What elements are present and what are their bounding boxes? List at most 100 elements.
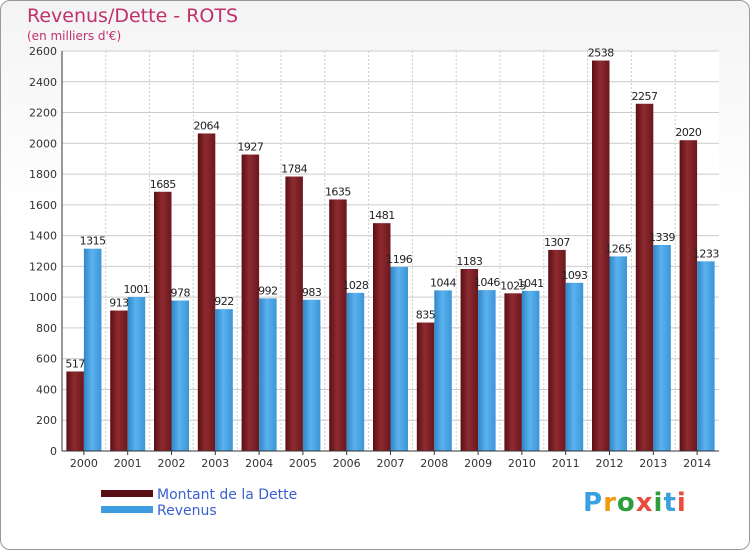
bar-revenus xyxy=(302,299,321,451)
value-label-dette: 1784 xyxy=(281,163,307,176)
legend-swatch-revenus xyxy=(101,506,153,513)
bar-dette xyxy=(460,269,479,451)
bar-revenus xyxy=(83,248,102,451)
y-tick-label: 1600 xyxy=(29,199,57,212)
logo-letter: x xyxy=(635,488,654,518)
bar-revenus xyxy=(653,245,671,451)
y-tick-label: 1000 xyxy=(29,291,57,304)
logo-letter: i xyxy=(653,488,664,518)
logo-letter: i xyxy=(676,488,687,518)
legend-swatch-dette xyxy=(101,490,153,497)
x-tick-label: 2007 xyxy=(377,457,405,470)
logo-letter: r xyxy=(603,488,617,518)
value-label-revenus: 1196 xyxy=(386,253,412,266)
y-tick-label: 600 xyxy=(36,353,57,366)
value-label-revenus: 1041 xyxy=(518,277,544,290)
bar-dette xyxy=(635,103,654,452)
bar-dette xyxy=(110,310,128,451)
bar-dette xyxy=(285,176,303,452)
y-tick-label: 1800 xyxy=(29,168,57,181)
value-label-revenus: 983 xyxy=(302,286,322,299)
value-label-revenus: 1044 xyxy=(430,276,456,289)
bar-revenus xyxy=(171,300,189,451)
x-tick-label: 2002 xyxy=(158,457,186,470)
logo-letter: o xyxy=(616,488,636,518)
bar-revenus xyxy=(521,290,540,451)
value-label-dette: 2538 xyxy=(588,47,614,60)
value-label-dette: 1635 xyxy=(325,185,351,198)
y-tick-label: 800 xyxy=(36,322,57,335)
bar-revenus xyxy=(609,256,627,451)
bar-dette xyxy=(592,60,610,452)
y-tick-label: 200 xyxy=(36,414,57,427)
bar-revenus xyxy=(346,292,365,451)
bar-revenus xyxy=(565,282,584,451)
y-tick-label: 400 xyxy=(36,383,57,396)
x-tick-label: 2006 xyxy=(333,457,361,470)
bar-revenus xyxy=(434,290,452,451)
value-label-dette: 1481 xyxy=(369,209,395,222)
x-tick-label: 2013 xyxy=(639,457,667,470)
y-tick-label: 1400 xyxy=(29,230,57,243)
x-tick-label: 2004 xyxy=(245,457,273,470)
bar-revenus xyxy=(259,298,277,451)
value-label-dette: 1025 xyxy=(500,279,526,292)
value-label-dette: 2257 xyxy=(632,90,658,103)
value-label-dette: 835 xyxy=(416,309,436,322)
value-label-dette: 1183 xyxy=(456,255,482,268)
bar-revenus xyxy=(215,309,233,451)
bar-dette xyxy=(679,140,698,451)
bar-dette xyxy=(504,293,522,451)
value-label-revenus: 1233 xyxy=(693,247,719,260)
x-tick-label: 2005 xyxy=(289,457,317,470)
y-tick-label: 2600 xyxy=(29,45,57,58)
y-tick-label: 2200 xyxy=(29,107,57,120)
value-label-dette: 2064 xyxy=(194,119,220,132)
bar-dette xyxy=(548,249,566,451)
x-tick-label: 2012 xyxy=(596,457,624,470)
x-tick-label: 2011 xyxy=(552,457,580,470)
bar-dette xyxy=(154,191,172,451)
logo-letter: P xyxy=(583,488,604,518)
value-label-revenus: 1001 xyxy=(123,283,149,296)
bar-revenus xyxy=(127,297,146,451)
value-label-revenus: 992 xyxy=(258,284,278,297)
y-tick-label: 2000 xyxy=(29,137,57,150)
x-tick-label: 2010 xyxy=(508,457,536,470)
value-label-dette: 2020 xyxy=(675,126,701,139)
value-label-revenus: 978 xyxy=(171,287,191,300)
chart-title: Revenus/Dette - ROTS xyxy=(27,5,239,27)
value-label-dette: 517 xyxy=(65,357,85,370)
value-label-revenus: 922 xyxy=(214,295,234,308)
value-label-dette: 1927 xyxy=(237,141,263,154)
value-label-revenus: 1046 xyxy=(474,276,500,289)
value-label-revenus: 1315 xyxy=(80,235,106,248)
x-tick-label: 2014 xyxy=(683,457,711,470)
y-tick-label: 0 xyxy=(50,445,57,458)
bar-revenus xyxy=(478,290,496,451)
x-tick-label: 2009 xyxy=(464,457,492,470)
bar-dette xyxy=(66,371,84,451)
x-tick-label: 2003 xyxy=(201,457,229,470)
logo-letter: t xyxy=(663,488,677,518)
y-tick-label: 2400 xyxy=(29,76,57,89)
value-label-dette: 913 xyxy=(109,297,129,310)
legend-label-revenus: Revenus xyxy=(157,503,217,519)
value-label-revenus: 1093 xyxy=(561,269,587,282)
chart-subtitle: (en milliers d'€) xyxy=(27,29,122,43)
value-label-revenus: 1265 xyxy=(605,242,631,255)
bar-revenus xyxy=(697,261,715,451)
value-label-dette: 1307 xyxy=(544,236,570,249)
bar-dette xyxy=(197,133,216,451)
value-label-revenus: 1339 xyxy=(649,231,675,244)
legend-label-dette: Montant de la Dette xyxy=(157,487,298,503)
value-label-revenus: 1028 xyxy=(342,279,368,292)
x-tick-label: 2001 xyxy=(114,457,142,470)
value-label-dette: 1685 xyxy=(150,178,176,191)
bar-dette xyxy=(416,322,435,451)
x-tick-label: 2008 xyxy=(420,457,448,470)
x-tick-label: 2000 xyxy=(70,457,98,470)
bar-dette xyxy=(373,223,391,451)
